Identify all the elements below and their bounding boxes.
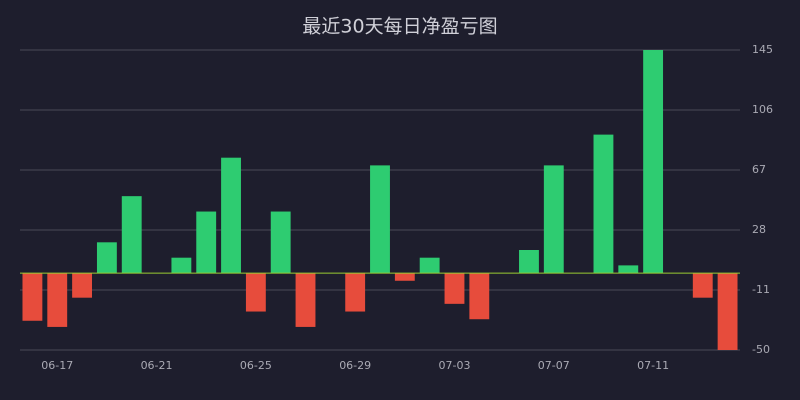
bar [121, 196, 142, 274]
y-tick-label: 106 [752, 103, 773, 116]
bar [196, 211, 217, 274]
y-tick-label: -50 [752, 343, 770, 356]
bar [72, 273, 92, 298]
bar [692, 273, 713, 298]
bar [543, 165, 564, 274]
x-tick-label: 06-17 [41, 359, 73, 372]
bar [345, 273, 366, 312]
bar [370, 165, 390, 274]
chart-title: 最近30天每日净盈亏图 [302, 16, 497, 38]
y-tick-label: -11 [752, 283, 770, 296]
y-tick-label: 67 [752, 163, 766, 176]
bar [221, 157, 241, 274]
x-tick-label: 07-03 [438, 359, 470, 372]
x-tick-label: 06-25 [240, 359, 272, 372]
bar [643, 50, 664, 274]
bar [22, 273, 43, 321]
x-tick-label: 06-29 [339, 359, 371, 372]
bar [171, 257, 192, 274]
bar [394, 273, 415, 281]
bar [444, 273, 465, 304]
bar [469, 273, 490, 320]
bar [245, 273, 266, 312]
bar [295, 273, 316, 327]
bar [419, 257, 440, 274]
x-tick-label: 06-21 [141, 359, 173, 372]
bar [593, 134, 614, 274]
bar [519, 250, 539, 274]
bar [47, 273, 68, 327]
bar [618, 265, 639, 274]
x-tick-label: 07-07 [538, 359, 570, 372]
bar [96, 242, 117, 274]
bar [270, 211, 291, 274]
bar [717, 273, 738, 350]
x-tick-label: 07-11 [637, 359, 669, 372]
y-tick-label: 145 [752, 43, 773, 56]
y-tick-label: 28 [752, 223, 766, 236]
